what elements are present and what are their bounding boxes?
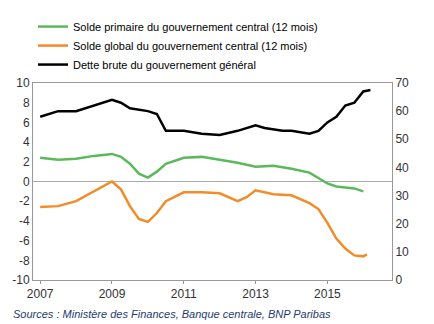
svg-text:6: 6 [23,116,30,130]
svg-text:Sources : Ministère des Financ: Sources : Ministère des Finances, Banque… [13,308,331,320]
svg-text:30: 30 [395,189,409,203]
svg-text:70: 70 [395,76,409,90]
svg-text:-8: -8 [19,253,30,267]
svg-text:0: 0 [23,175,30,189]
svg-text:Solde global du gouvernement c: Solde global du gouvernement central (12… [73,40,307,52]
svg-text:2007: 2007 [27,287,54,301]
svg-text:-10: -10 [12,273,30,287]
svg-text:Dette brute du gouvernement gé: Dette brute du gouvernement général [73,59,256,71]
svg-text:10: 10 [16,76,30,90]
svg-text:4: 4 [23,135,30,149]
svg-text:50: 50 [395,132,409,146]
svg-text:40: 40 [395,161,409,175]
svg-text:-6: -6 [19,234,30,248]
svg-text:-4: -4 [19,214,30,228]
svg-text:2009: 2009 [99,287,126,301]
svg-text:2013: 2013 [242,287,269,301]
svg-text:10: 10 [395,245,409,259]
svg-text:2: 2 [23,155,30,169]
svg-text:20: 20 [395,217,409,231]
svg-text:Solde primaire du gouvernement: Solde primaire du gouvernement central (… [73,21,318,33]
svg-text:2015: 2015 [314,287,341,301]
svg-text:60: 60 [395,104,409,118]
svg-text:2011: 2011 [171,287,197,301]
svg-text:-2: -2 [19,194,30,208]
svg-text:0: 0 [395,273,402,287]
svg-text:8: 8 [23,96,30,110]
